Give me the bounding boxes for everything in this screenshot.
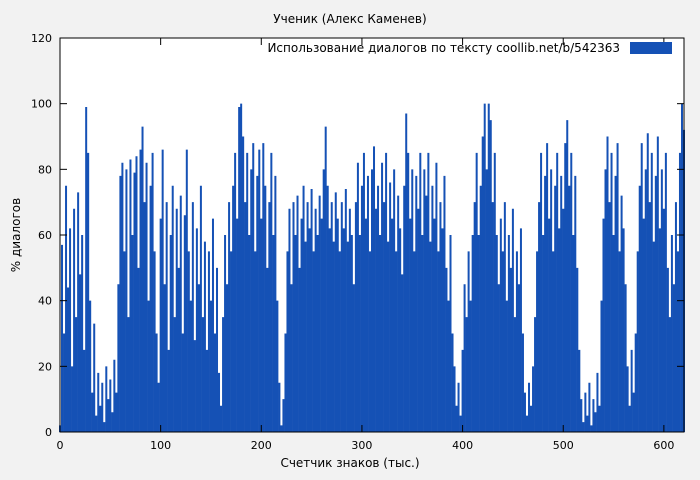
legend-label: Использование диалогов по тексту coollib… <box>267 41 620 55</box>
x-axis-label: Счетчик знаков (тыс.) <box>280 456 420 470</box>
svg-text:600: 600 <box>653 439 674 452</box>
svg-text:80: 80 <box>38 163 52 176</box>
svg-text:40: 40 <box>38 295 52 308</box>
svg-text:20: 20 <box>38 360 52 373</box>
svg-text:60: 60 <box>38 229 52 242</box>
legend-swatch <box>630 42 672 54</box>
legend: Использование диалогов по тексту coollib… <box>267 41 672 55</box>
chart-title: Ученик (Алекс Каменев) <box>273 12 427 26</box>
svg-text:500: 500 <box>553 439 574 452</box>
svg-text:100: 100 <box>150 439 171 452</box>
svg-text:400: 400 <box>452 439 473 452</box>
svg-text:100: 100 <box>31 98 52 111</box>
svg-text:200: 200 <box>251 439 272 452</box>
svg-text:0: 0 <box>57 439 64 452</box>
svg-text:0: 0 <box>45 426 52 439</box>
svg-text:120: 120 <box>31 32 52 45</box>
svg-text:300: 300 <box>351 439 372 452</box>
y-axis-label: % диалогов <box>9 197 23 273</box>
